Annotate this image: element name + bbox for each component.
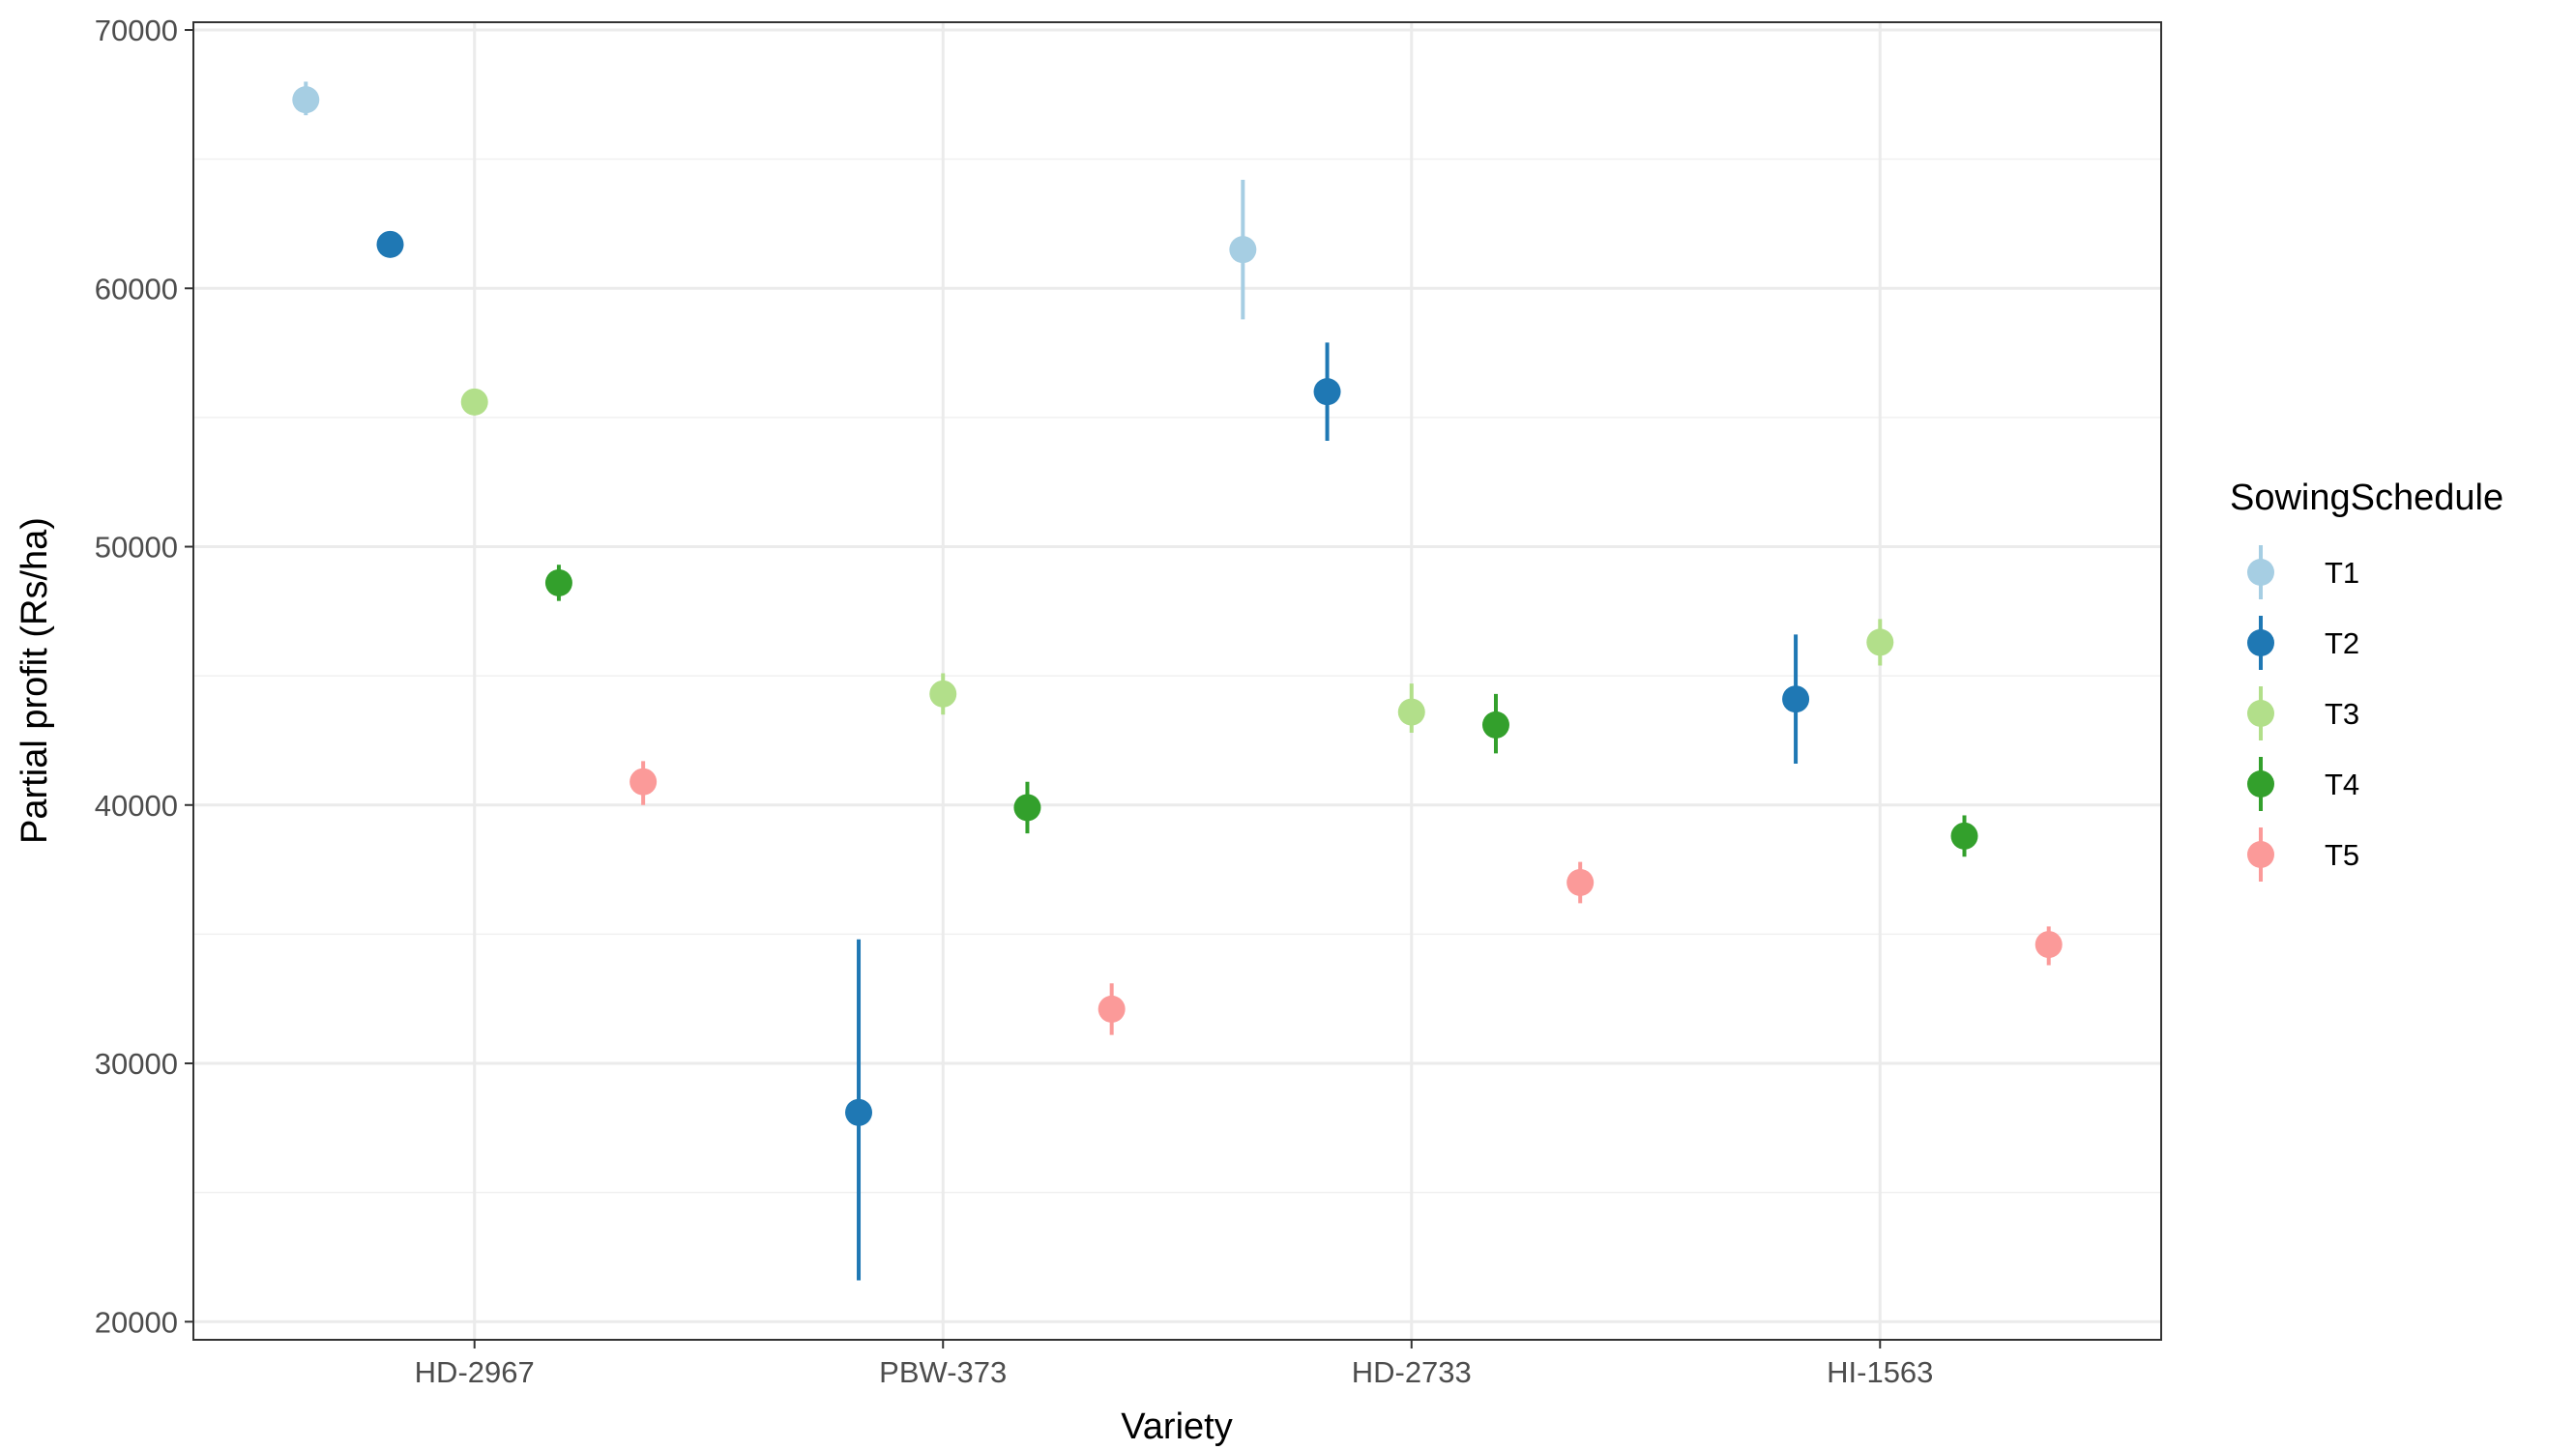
data-point [1313,378,1341,406]
legend: SowingSchedule T1 T2 T3 T4 T5 [2230,478,2503,882]
data-point [292,86,320,114]
legend-label: T3 [2325,697,2359,731]
y-tick-label: 40000 [95,789,178,823]
data-point [376,230,404,258]
data-point [1782,685,1810,713]
grid-layer [193,22,2161,1340]
data-point [1481,710,1509,739]
panel-border-layer [192,21,2162,1341]
series-T5 [629,761,2063,1035]
data-point [1013,794,1041,822]
series-T4 [544,565,1978,857]
y-tick-label: 60000 [95,272,178,305]
legend-key-point [2247,770,2274,798]
data-point [1229,236,1257,264]
data-point [1866,628,1894,656]
series-T3 [460,388,1894,733]
y-tick-label: 20000 [95,1305,178,1339]
legend-key-point [2247,559,2274,586]
x-tick-label: HI-1563 [1827,1355,1933,1389]
data-point [1566,868,1595,896]
legend-item-T3: T3 [2247,686,2359,740]
panel-background [193,22,2161,1340]
data-point [460,388,488,416]
y-tick-label: 30000 [95,1047,178,1081]
legend-label: T2 [2325,626,2359,660]
y-axis-title: Partial profit (Rs/ha) [15,517,55,844]
data-point [845,1098,873,1126]
data-point [544,568,572,596]
data-point [1397,698,1425,726]
series-T2 [376,230,1810,1281]
legend-key-point [2247,700,2274,727]
legend-title: SowingSchedule [2230,478,2503,518]
data-point [629,768,658,796]
legend-item-T5: T5 [2247,827,2359,882]
data-point [1098,995,1126,1023]
x-tick-label: PBW-373 [879,1355,1007,1389]
panel-border [192,21,2162,1341]
legend-label: T4 [2325,768,2359,801]
legend-key-point [2247,841,2274,868]
data-point [929,680,957,708]
data-layer [292,81,2063,1281]
series-T1 [292,81,1257,320]
legend-item-T1: T1 [2247,545,2359,599]
data-point [1950,822,1978,850]
legend-key-point [2247,629,2274,656]
legend-item-T2: T2 [2247,616,2359,670]
y-tick-label: 50000 [95,531,178,565]
legend-label: T5 [2325,838,2359,872]
legend-item-T4: T4 [2247,757,2359,811]
legend-label: T1 [2325,556,2359,590]
y-tick-label: 70000 [95,14,178,47]
x-axis-title: Variety [1121,1406,1232,1447]
x-tick-label: HD-2733 [1352,1355,1472,1389]
legend-items: T1 T2 T3 T4 T5 [2247,545,2359,882]
x-tick-label: HD-2967 [415,1355,535,1389]
ticks-layer: 20000 30000 40000 50000 60000 70000 HD-2967 PBW… [95,14,1934,1389]
data-point [2034,931,2063,959]
